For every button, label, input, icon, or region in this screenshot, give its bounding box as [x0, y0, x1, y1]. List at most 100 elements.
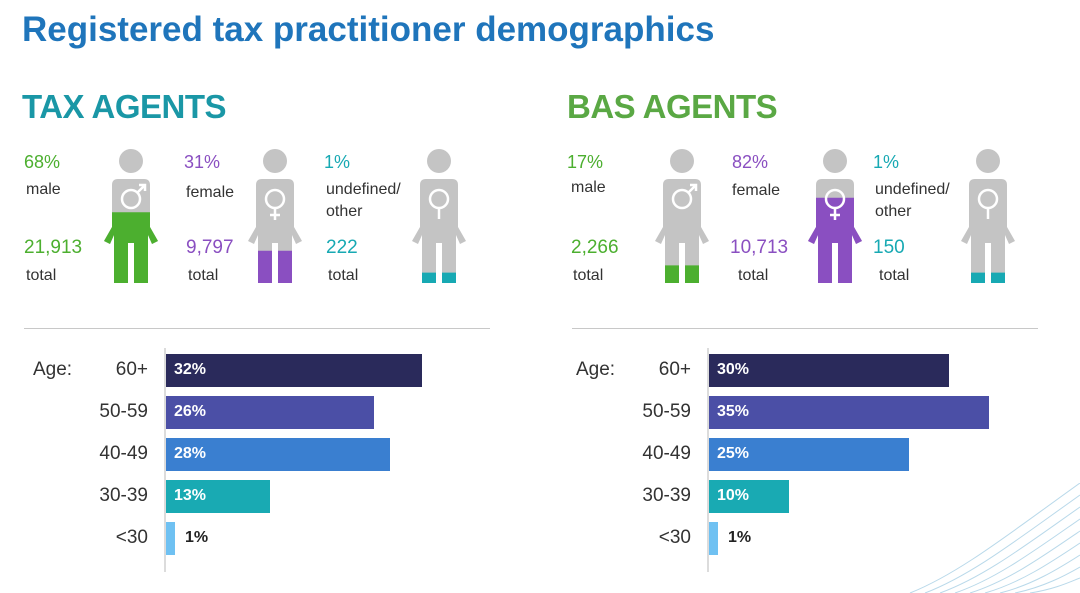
tax-age-label: Age: [33, 359, 73, 380]
tax-age-bar-label: 13% [174, 487, 207, 504]
bas-male-total-label: total [573, 267, 604, 284]
figure-fill [808, 197, 862, 283]
other-symbol-icon [977, 188, 999, 219]
tax-age-axis [164, 348, 166, 572]
bas-male-label: male [571, 179, 606, 196]
tax-age-category: 60+ [115, 359, 148, 380]
male-figure-icon [104, 149, 158, 283]
tax-female-total: 9,797 [186, 237, 234, 258]
female-symbol-icon [824, 188, 846, 220]
bas-other-total-label: total [879, 267, 910, 284]
tax-age-bar [166, 522, 175, 555]
bas-female-percent: 82% [732, 152, 769, 172]
tax-age-category: 30-39 [99, 485, 148, 506]
page-title: Registered tax practitioner demographics [22, 10, 715, 49]
figure-head [823, 149, 847, 173]
figure-head [670, 149, 694, 173]
female-figure-icon [808, 149, 862, 283]
bas-age-bar [709, 354, 949, 387]
other-figure-icon [961, 149, 1015, 283]
tax-age-bar-label: 28% [174, 445, 207, 462]
tax-age-bar [166, 354, 422, 387]
tax-male-group: 68% male 21,913 total [24, 145, 164, 295]
female-symbol-icon [264, 188, 286, 220]
figure-head [119, 149, 143, 173]
tax-divider [24, 328, 490, 329]
bas-other-total: 150 [873, 237, 905, 258]
bas-other-percent: 1% [873, 152, 900, 172]
bas-male-total: 2,266 [571, 237, 619, 258]
figure-head [263, 149, 287, 173]
bas-age-bar [709, 438, 909, 471]
bas-age-category: <30 [658, 527, 691, 548]
bas-other-group: 1% undefined/ other 150 total [873, 145, 1038, 295]
bas-age-bar-label: 30% [717, 361, 750, 378]
bas-agents-heading: BAS AGENTS [567, 88, 778, 125]
figure-body [412, 179, 466, 283]
tax-age-bar-label: 32% [174, 361, 207, 378]
tax-other-group: 1% undefined/ other 222 total [324, 145, 484, 295]
figure-body [248, 179, 302, 283]
tax-male-percent: 68% [24, 152, 61, 172]
figure-fill [665, 265, 699, 283]
tax-age-bar-label: 1% [185, 529, 209, 546]
bas-female-label: female [732, 182, 781, 199]
other-figure-icon [412, 149, 466, 283]
tax-age-bar [166, 438, 390, 471]
other-symbol-icon [428, 188, 450, 219]
tax-other-percent: 1% [324, 152, 351, 172]
figure-fill [258, 250, 292, 283]
bas-female-group: 82% female 10,713 total [730, 145, 870, 295]
tax-age-bar [166, 396, 374, 429]
figure-head [976, 149, 1000, 173]
bas-female-total-label: total [738, 267, 769, 284]
bas-divider [572, 328, 1038, 329]
figure-fill [422, 272, 456, 283]
tax-male-total-label: total [26, 267, 57, 284]
tax-male-total: 21,913 [24, 237, 83, 258]
bas-age-category: 30-39 [642, 485, 691, 506]
bas-age-axis [707, 348, 709, 572]
tax-age-category: <30 [115, 527, 148, 548]
tax-other-label: undefined/ other [326, 181, 401, 220]
tax-age-category: 50-59 [99, 401, 148, 422]
tax-agents-heading: TAX AGENTS [22, 88, 227, 125]
figure-fill [971, 272, 1005, 283]
figure-body [961, 179, 1015, 283]
bas-age-bar [709, 396, 989, 429]
bas-other-label: undefined/ other [875, 181, 950, 220]
tax-age-bar-label: 26% [174, 403, 207, 420]
female-figure-icon [248, 149, 302, 283]
bas-age-category: 60+ [658, 359, 691, 380]
bas-age-bar-label: 25% [717, 445, 750, 462]
tax-agents-panel: TAX AGENTS 68% male 21,913 total 31% fem… [22, 88, 490, 572]
tax-female-percent: 31% [184, 152, 221, 172]
bas-agents-panel: BAS AGENTS 17% male 2,266 total 82% fema… [545, 0, 1080, 593]
tax-female-total-label: total [188, 267, 219, 284]
bas-age-bar-label: 35% [717, 403, 750, 420]
tax-other-total: 222 [326, 237, 358, 258]
tax-age-bar [166, 480, 270, 513]
bas-male-group: 17% male 2,266 total [567, 145, 717, 295]
bas-age-category: 40-49 [642, 443, 691, 464]
tax-age-category: 40-49 [99, 443, 148, 464]
figure-body [655, 179, 709, 283]
figure-head [427, 149, 451, 173]
tax-male-label: male [26, 181, 61, 198]
bas-age-bar-label: 1% [728, 529, 752, 546]
bas-age-bar [709, 522, 718, 555]
bas-age-label: Age: [576, 359, 616, 380]
tax-female-group: 31% female 9,797 total [184, 145, 334, 295]
bas-male-percent: 17% [567, 152, 604, 172]
figure-fill [104, 212, 158, 283]
male-symbol-icon [671, 183, 698, 210]
bas-age-category: 50-59 [642, 401, 691, 422]
tax-other-total-label: total [328, 267, 359, 284]
male-symbol-icon [120, 183, 147, 210]
male-figure-icon [655, 149, 709, 283]
corner-wave-decoration [909, 483, 1080, 593]
bas-age-bar-label: 10% [717, 487, 750, 504]
bas-female-total: 10,713 [730, 237, 789, 258]
bas-age-bar [709, 480, 789, 513]
tax-female-label: female [186, 184, 235, 201]
